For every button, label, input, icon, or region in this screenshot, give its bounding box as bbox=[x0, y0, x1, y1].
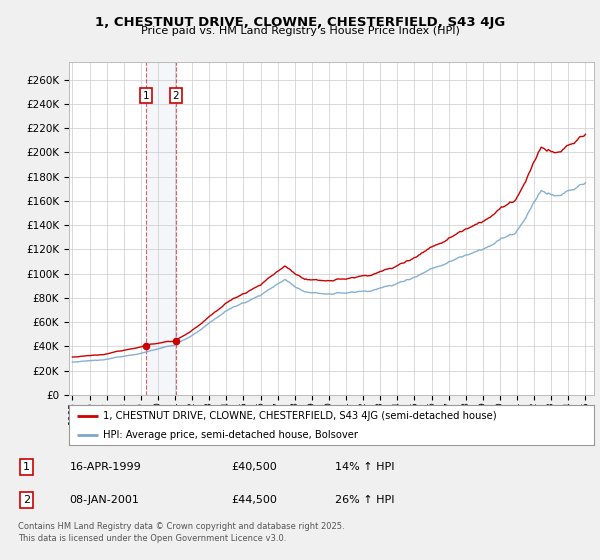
Text: £40,500: £40,500 bbox=[231, 462, 277, 472]
Text: 1: 1 bbox=[142, 91, 149, 101]
Text: 08-JAN-2001: 08-JAN-2001 bbox=[70, 495, 139, 505]
Text: HPI: Average price, semi-detached house, Bolsover: HPI: Average price, semi-detached house,… bbox=[103, 430, 358, 440]
Text: 14% ↑ HPI: 14% ↑ HPI bbox=[335, 462, 394, 472]
Text: 26% ↑ HPI: 26% ↑ HPI bbox=[335, 495, 394, 505]
Text: £44,500: £44,500 bbox=[231, 495, 277, 505]
Point bbox=[171, 337, 181, 346]
Text: 1: 1 bbox=[23, 462, 30, 472]
Text: Price paid vs. HM Land Registry's House Price Index (HPI): Price paid vs. HM Land Registry's House … bbox=[140, 26, 460, 36]
Bar bbox=[146, 62, 176, 395]
Text: 16-APR-1999: 16-APR-1999 bbox=[70, 462, 142, 472]
Point bbox=[141, 341, 151, 350]
Text: 1, CHESTNUT DRIVE, CLOWNE, CHESTERFIELD, S43 4JG: 1, CHESTNUT DRIVE, CLOWNE, CHESTERFIELD,… bbox=[95, 16, 505, 29]
Text: 2: 2 bbox=[172, 91, 179, 101]
Text: 2: 2 bbox=[23, 495, 30, 505]
Text: Contains HM Land Registry data © Crown copyright and database right 2025.
This d: Contains HM Land Registry data © Crown c… bbox=[18, 522, 344, 543]
Text: 1, CHESTNUT DRIVE, CLOWNE, CHESTERFIELD, S43 4JG (semi-detached house): 1, CHESTNUT DRIVE, CLOWNE, CHESTERFIELD,… bbox=[103, 411, 497, 421]
